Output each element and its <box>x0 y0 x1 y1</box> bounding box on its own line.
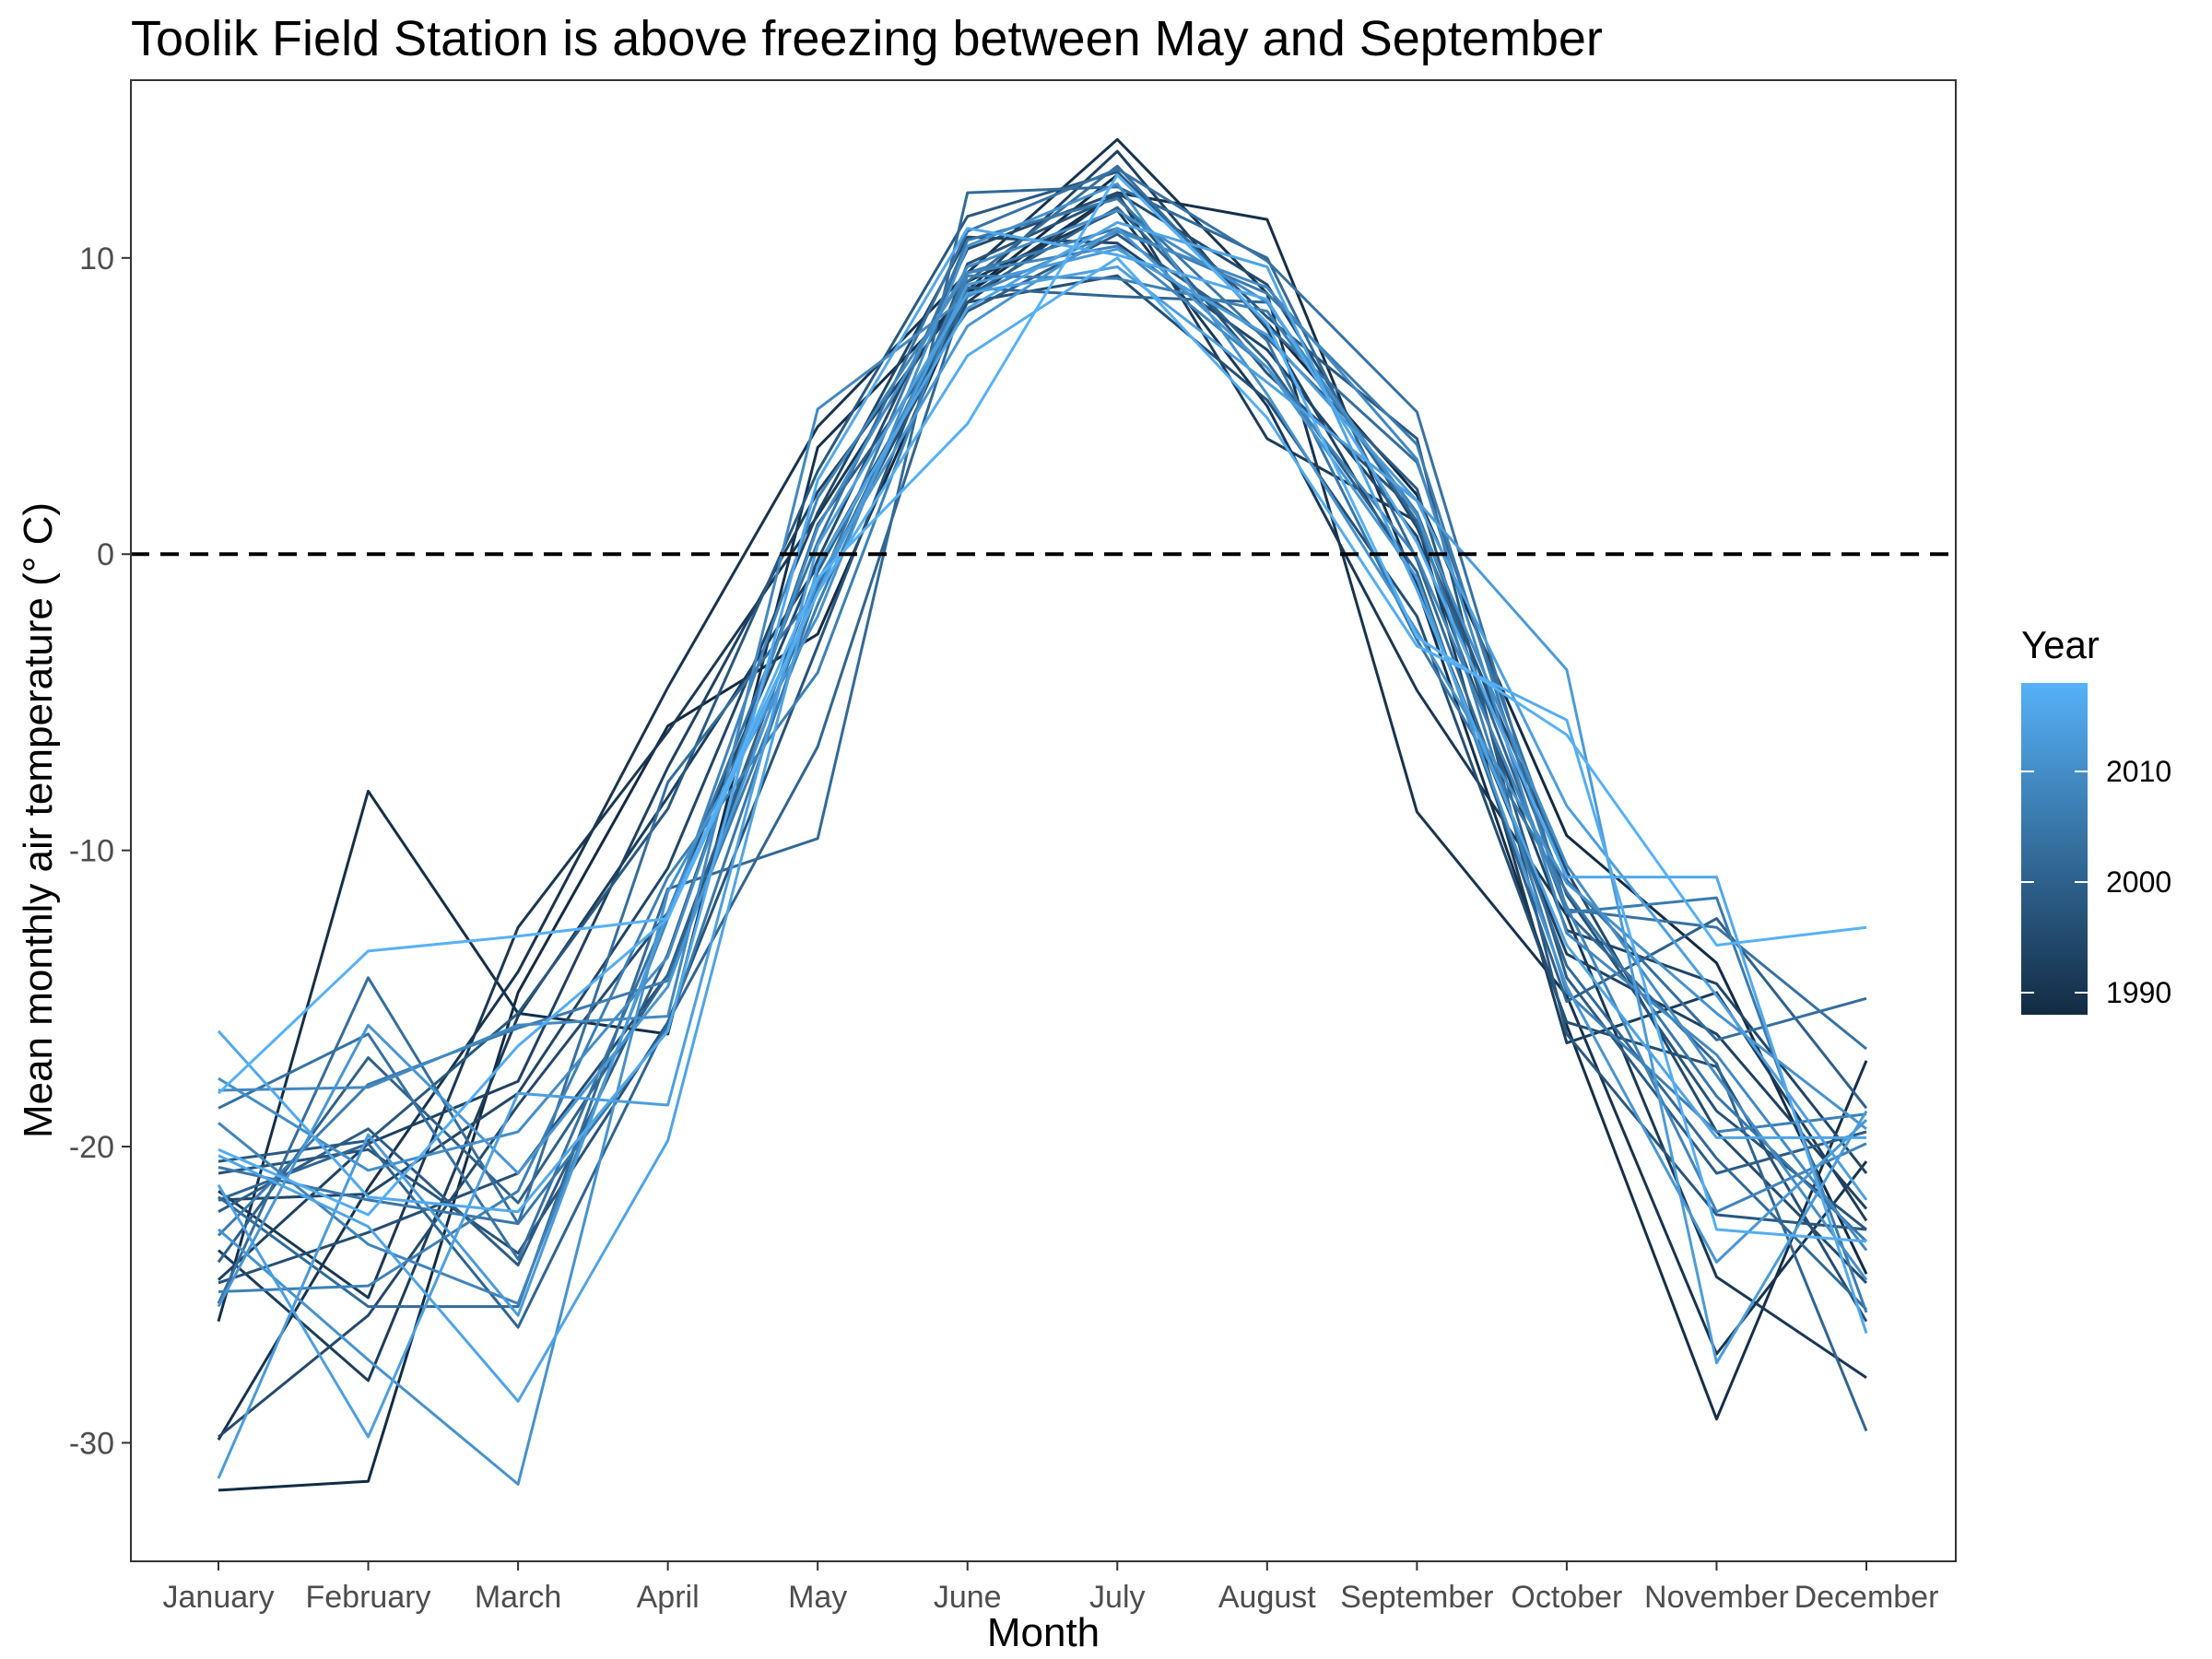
series-line-2003 <box>217 164 1867 1305</box>
series-line-2008 <box>218 244 1867 1305</box>
plot-lines <box>131 137 1956 1492</box>
series-line-1998 <box>218 171 1867 1231</box>
y-tick-label: -10 <box>69 834 114 869</box>
series-line-2001 <box>218 286 1868 1432</box>
chart-title: Toolik Field Station is above freezing b… <box>131 11 1603 66</box>
series-line-1990 <box>217 137 1868 1441</box>
series-line-1991 <box>218 208 1867 1379</box>
series-line-2005 <box>218 197 1868 1242</box>
y-tick-label: 10 <box>79 241 114 276</box>
series-line-1997 <box>218 194 1867 1255</box>
colorbar <box>2021 683 2088 1015</box>
y-tick-label: -30 <box>69 1426 114 1461</box>
series-line-1992 <box>218 191 1868 1382</box>
x-tick-label: January <box>163 1580 275 1615</box>
series-line-2017 <box>218 256 1867 1243</box>
y-axis-title: Mean monthly air temperature (° C) <box>16 502 61 1138</box>
series-line-2006 <box>217 227 1868 1313</box>
legend-tick-label: 2010 <box>2106 755 2171 788</box>
x-tick-label: April <box>637 1580 700 1615</box>
series-line-2011 <box>218 182 1867 1486</box>
series-line-1988 <box>218 173 1868 1492</box>
series-line-2015 <box>218 220 1866 1403</box>
x-tick-label: November <box>1644 1580 1789 1615</box>
y-axis: 10 0 -10 -20 -30 <box>69 241 131 1461</box>
x-tick-label: October <box>1511 1580 1622 1615</box>
x-tick-label: May <box>788 1580 847 1615</box>
plot-panel <box>130 79 1957 1562</box>
series-line-2004 <box>218 167 1867 1261</box>
series-line-2014 <box>217 265 1868 1439</box>
x-axis-title: Month <box>987 1610 1100 1655</box>
x-tick-label: June <box>934 1580 1002 1615</box>
x-tick-label: July <box>1089 1580 1145 1615</box>
series-line-2002 <box>218 185 1868 1311</box>
legend-colorbar: Year 2010 2000 1990 <box>2021 623 2171 1015</box>
legend-title: Year <box>2021 623 2100 666</box>
x-tick-label: February <box>306 1580 431 1615</box>
x-tick-label: August <box>1218 1580 1316 1615</box>
x-tick-label: September <box>1340 1580 1493 1615</box>
x-tick-label: December <box>1794 1580 1939 1615</box>
series-line-2016 <box>217 227 1868 1334</box>
x-tick-label: March <box>475 1580 561 1615</box>
series-line-1999 <box>218 232 1867 1267</box>
series-line-2018 <box>217 173 1867 1095</box>
series-line-2000 <box>217 206 1868 1264</box>
y-tick-label: 0 <box>97 537 114 572</box>
series-line-1989 <box>217 191 1868 1421</box>
series-line-1993 <box>217 149 1868 1281</box>
series-line-2013 <box>217 247 1868 1479</box>
legend-tick-label: 1990 <box>2106 976 2171 1009</box>
y-tick-label: -20 <box>69 1130 114 1165</box>
legend-tick-label: 2000 <box>2106 865 2171 899</box>
legend-ticks: 2010 2000 1990 <box>2021 755 2171 1009</box>
x-axis: January February March April May June July Augu… <box>163 1561 1939 1615</box>
series-line-2010 <box>218 208 1868 1281</box>
